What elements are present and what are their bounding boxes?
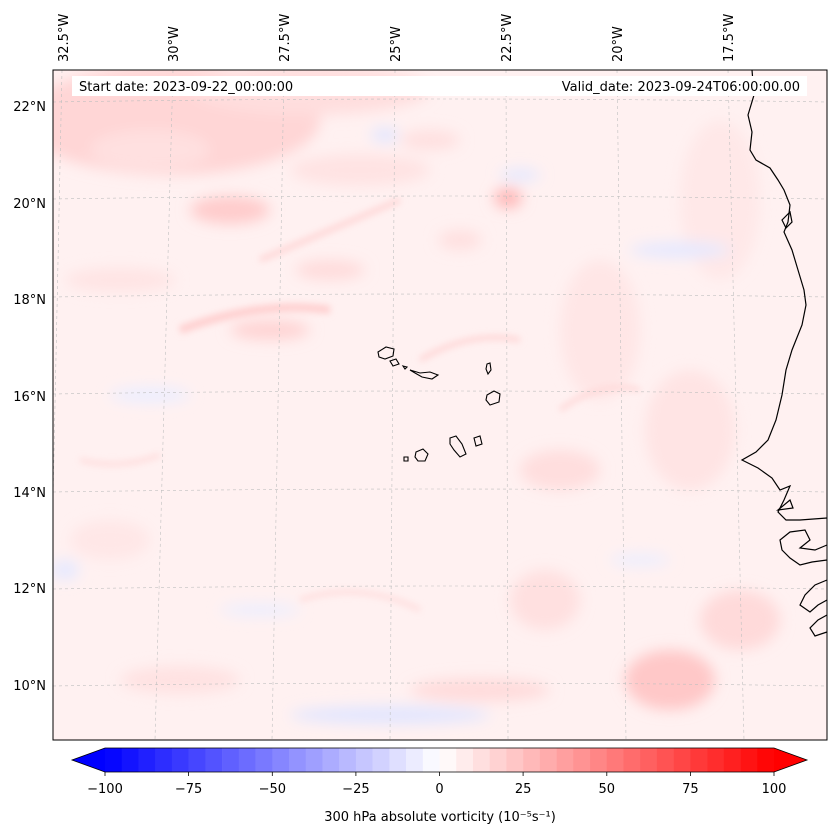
lat-label-10n: 10°N bbox=[13, 679, 46, 694]
island-brava bbox=[403, 456, 409, 462]
colorbar-segment bbox=[406, 748, 424, 772]
colorbar-segment bbox=[339, 748, 357, 772]
colorbar-segment bbox=[238, 748, 256, 772]
island-maio bbox=[473, 435, 483, 447]
colorbar-segment bbox=[422, 748, 440, 772]
colorbar-segment bbox=[305, 748, 323, 772]
island-fogo bbox=[414, 448, 429, 462]
colorbar-tick-labels: −100 −75 −50 −25 0 25 50 75 100 bbox=[87, 782, 786, 797]
cape-verde-islands bbox=[377, 346, 501, 462]
lat-label-18n: 18°N bbox=[13, 293, 46, 308]
colorbar-ticks bbox=[104, 772, 775, 776]
cb-tick-label: −50 bbox=[259, 782, 286, 797]
colorbar-segment bbox=[489, 748, 507, 772]
colorbar-segment bbox=[656, 748, 674, 772]
colorbar-segment bbox=[506, 748, 524, 772]
colorbar-segment bbox=[556, 748, 574, 772]
colorbar-segment bbox=[188, 748, 206, 772]
colorbar: −100 −75 −50 −25 0 25 50 75 100 300 hPa … bbox=[70, 747, 809, 825]
vorticity-streaks bbox=[79, 197, 641, 613]
colorbar-segment bbox=[573, 748, 591, 772]
colorbar-segment bbox=[155, 748, 173, 772]
colorbar-segment bbox=[590, 748, 608, 772]
cb-tick-label: −25 bbox=[342, 782, 369, 797]
start-date-label: Start date: 2023-09-22_00:00:00 bbox=[79, 80, 293, 95]
colorbar-segment bbox=[105, 748, 123, 772]
colorbar-segment bbox=[288, 748, 307, 772]
map-frame bbox=[52, 69, 828, 741]
vorticity-field bbox=[53, 70, 827, 740]
west-africa-coastline bbox=[740, 69, 828, 521]
island-santiago bbox=[449, 435, 467, 458]
colorbar-segment bbox=[690, 748, 708, 772]
lon-label-25w: 25°W bbox=[389, 26, 404, 62]
colorbar-segment bbox=[623, 748, 641, 772]
island-boa-vista bbox=[485, 390, 501, 406]
lat-label-12n: 12°N bbox=[13, 582, 46, 597]
colorbar-segment bbox=[138, 748, 156, 772]
island-sao-nicolau bbox=[409, 369, 440, 380]
date-info-box bbox=[72, 76, 807, 96]
lon-label-17-5w: 17.5°W bbox=[722, 14, 737, 62]
colorbar-segment bbox=[539, 748, 557, 772]
lon-label-30w: 30°W bbox=[167, 26, 182, 62]
lon-label-27-5w: 27.5°W bbox=[278, 14, 293, 62]
colorbar-segment bbox=[740, 748, 758, 772]
colorbar-segment bbox=[389, 748, 407, 772]
colorbar-extend-min bbox=[72, 748, 105, 772]
colorbar-segment bbox=[757, 748, 775, 772]
colorbar-segment bbox=[272, 748, 290, 772]
colorbar-segment bbox=[640, 748, 658, 772]
colorbar-segments bbox=[105, 748, 775, 772]
lat-label-22n: 22°N bbox=[13, 100, 46, 115]
longitude-labels: 32.5°W 30°W 27.5°W 25°W 22.5°W 20°W 17.5… bbox=[57, 14, 737, 62]
colorbar-segment bbox=[673, 748, 691, 772]
colorbar-segment bbox=[723, 748, 741, 772]
colorbar-segment bbox=[322, 748, 340, 772]
latitude-labels: 22°N 20°N 18°N 16°N 14°N 12°N 10°N bbox=[13, 100, 46, 694]
colorbar-label: 300 hPa absolute vorticity (10⁻⁵s⁻¹) bbox=[324, 810, 556, 825]
colorbar-extend-max bbox=[774, 748, 807, 772]
island-santo-antao bbox=[377, 346, 395, 360]
cb-tick-label: 0 bbox=[435, 782, 443, 797]
lon-label-22-5w: 22.5°W bbox=[500, 14, 515, 62]
cb-tick-label: 50 bbox=[599, 782, 616, 797]
valid-date-label: Valid_date: 2023-09-24T06:00:00.00 bbox=[562, 80, 800, 95]
lat-label-14n: 14°N bbox=[13, 486, 46, 501]
island-santa-luzia bbox=[401, 365, 409, 370]
cb-tick-label: 75 bbox=[682, 782, 699, 797]
island-sao-vicente bbox=[389, 358, 400, 367]
colorbar-segment bbox=[121, 748, 139, 772]
colorbar-segment bbox=[372, 748, 390, 772]
cb-tick-label: −75 bbox=[175, 782, 202, 797]
lon-label-32-5w: 32.5°W bbox=[57, 14, 72, 62]
lat-label-16n: 16°N bbox=[13, 390, 46, 405]
colorbar-segment bbox=[707, 748, 725, 772]
coastlines bbox=[740, 69, 828, 637]
colorbar-segment bbox=[222, 748, 240, 772]
colorbar-segment bbox=[171, 748, 189, 772]
colorbar-segment bbox=[456, 748, 474, 772]
lon-label-20w: 20°W bbox=[611, 26, 626, 62]
island-sal bbox=[485, 362, 492, 376]
graticule bbox=[53, 70, 827, 740]
colorbar-segment bbox=[439, 748, 457, 772]
colorbar-segment bbox=[606, 748, 624, 772]
lat-label-20n: 20°N bbox=[13, 197, 46, 212]
colorbar-segment bbox=[523, 748, 541, 772]
cb-tick-label: −100 bbox=[87, 782, 123, 797]
cb-tick-label: 25 bbox=[515, 782, 532, 797]
colorbar-segment bbox=[472, 748, 490, 772]
colorbar-segment bbox=[205, 748, 223, 772]
colorbar-segment bbox=[255, 748, 273, 772]
cb-tick-label: 100 bbox=[762, 782, 787, 797]
colorbar-segment bbox=[355, 748, 373, 772]
